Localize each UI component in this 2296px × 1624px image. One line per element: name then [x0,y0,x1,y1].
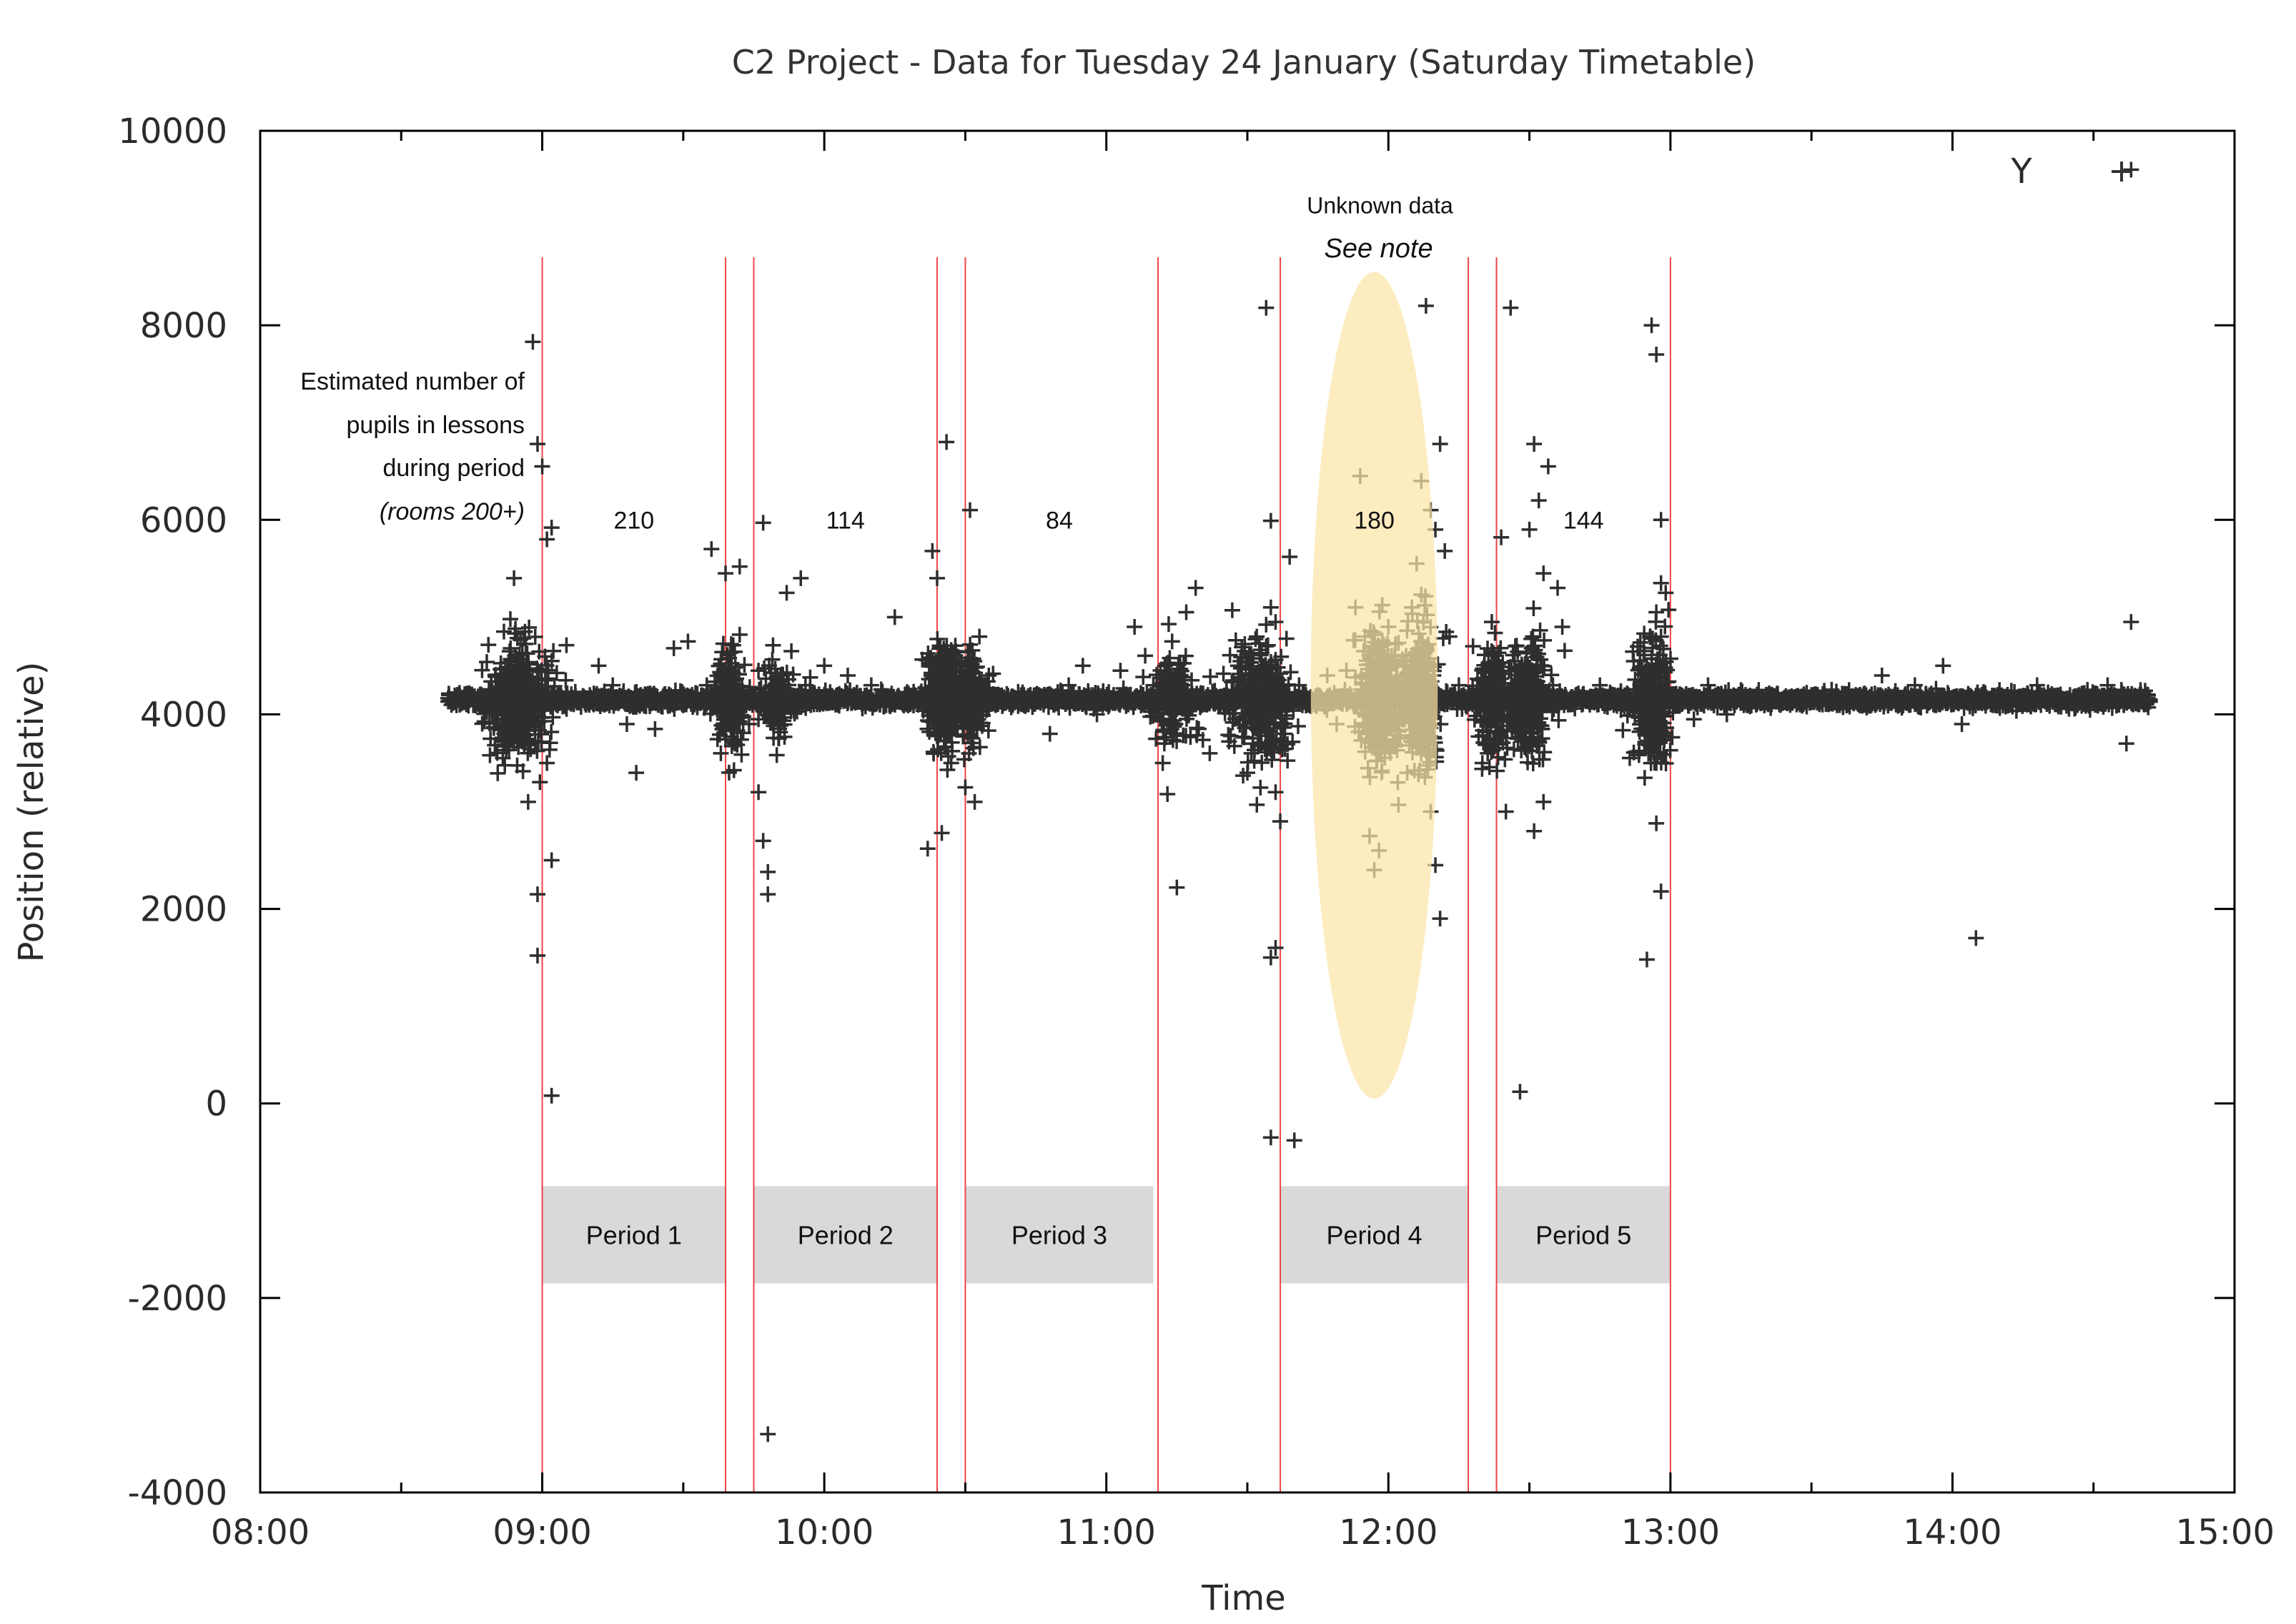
data-point [532,774,548,791]
period-band [753,1186,937,1284]
period-bands [542,1186,1671,1284]
data-point [543,723,560,740]
period-band [965,1186,1154,1284]
data-point [765,637,781,653]
data-point [939,762,956,778]
data-point [480,637,497,653]
period-band [1280,1186,1469,1284]
period-boundary-lines [541,257,1671,1492]
data-point [497,757,513,773]
period-band [542,1186,726,1284]
chart-title: C2 Project - Data for Tuesday 24 January… [732,43,1756,81]
period-band [1496,1186,1671,1284]
data-point [490,765,506,781]
scatter-points [440,162,2158,1442]
data-point [768,747,785,763]
